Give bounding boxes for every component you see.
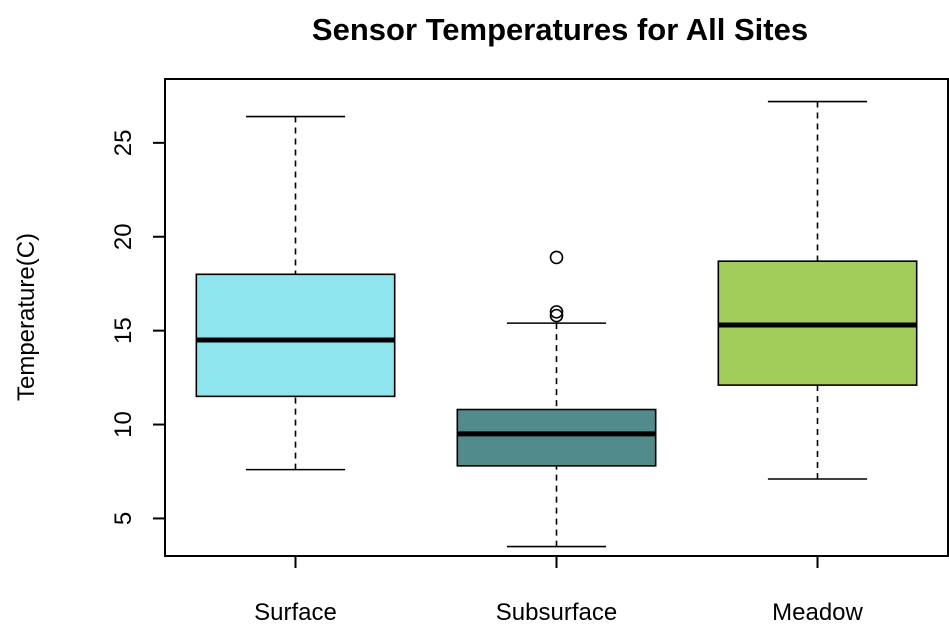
x-tick-label: Meadow [772, 599, 863, 626]
outlier-point [549, 308, 564, 323]
y-axis-label: Temperature(C) [13, 233, 40, 401]
box-subsurface [456, 250, 657, 548]
y-tick-label: 10 [110, 411, 137, 438]
outlier-point [549, 305, 564, 319]
y-tick-label: 20 [110, 223, 137, 250]
box-meadow [717, 100, 918, 480]
x-tick-label: Subsurface [496, 599, 617, 626]
y-tick-label: 15 [110, 317, 137, 344]
y-axis: 5 10 15 20 25 [110, 129, 166, 525]
chart-title: Sensor Temperatures for All Sites [312, 12, 808, 47]
box-surface [195, 115, 396, 471]
iqr-box [195, 273, 396, 398]
boxes-group [195, 100, 918, 548]
x-axis: Surface Subsurface Meadow [254, 555, 864, 626]
outlier-point [549, 250, 564, 265]
y-tick-label: 25 [110, 129, 137, 156]
x-tick-label: Surface [254, 599, 337, 626]
iqr-box [456, 408, 657, 467]
y-tick-label: 5 [110, 512, 137, 525]
